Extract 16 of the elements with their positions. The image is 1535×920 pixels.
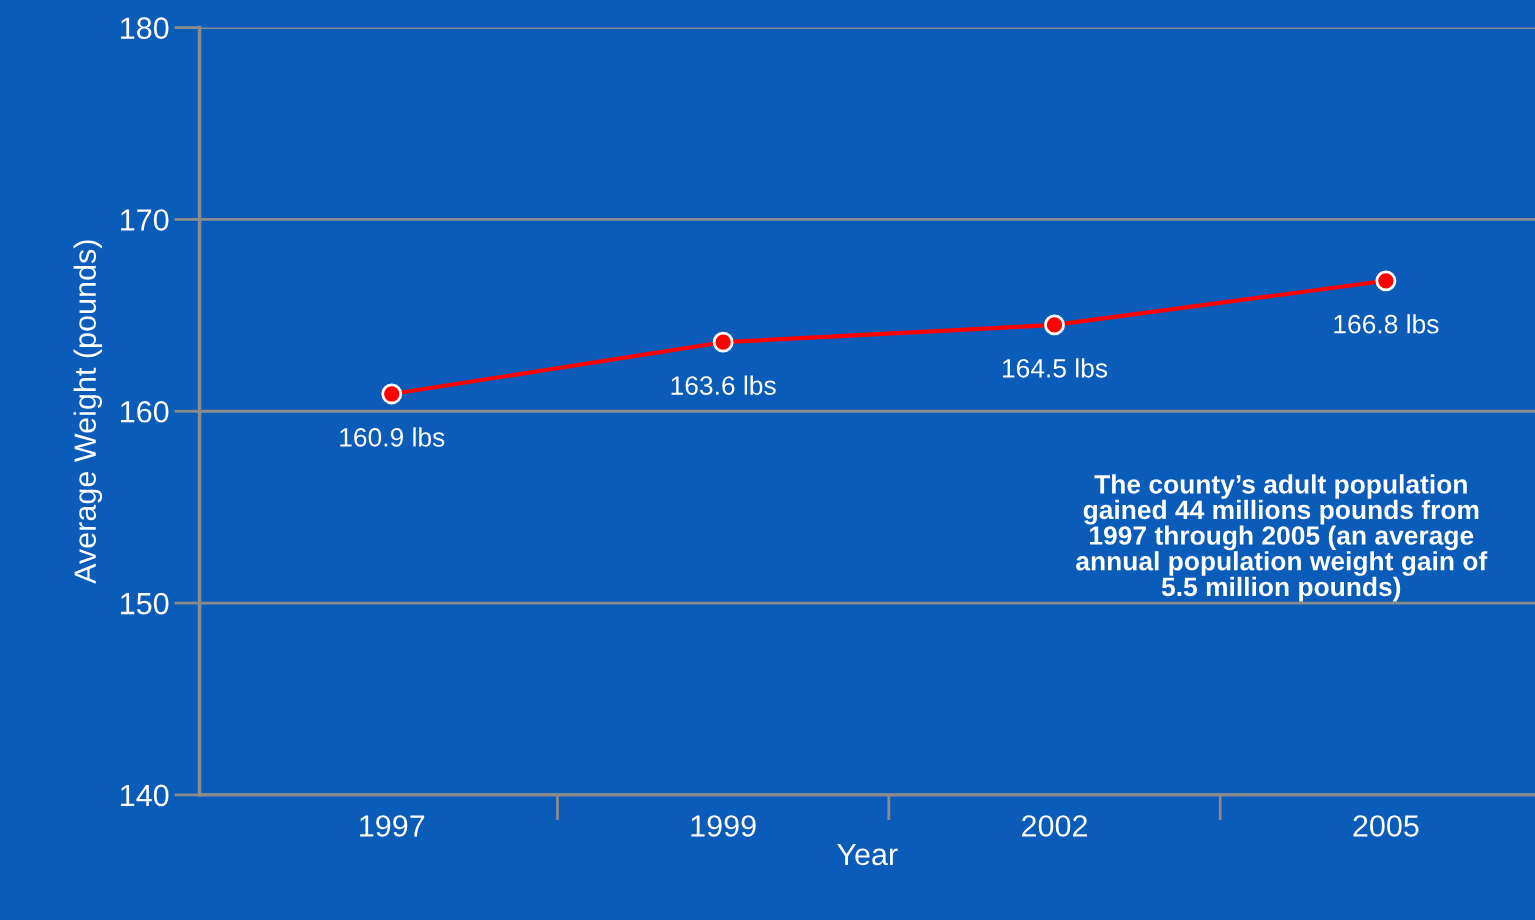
- y-tick-label: 180: [121, 17, 169, 39]
- x-tick-label: 1999: [691, 815, 756, 837]
- y-tick-label: 170: [121, 209, 169, 231]
- data-label: 163.6 lbs: [671, 375, 776, 395]
- data-label: 164.5 lbs: [1002, 358, 1108, 378]
- x-axis-title: Year: [837, 843, 898, 866]
- x-tick-label: 1997: [360, 815, 425, 837]
- y-tick-label: 140: [121, 784, 169, 807]
- y-tick-label: 150: [121, 592, 169, 615]
- y-axis-title: Average Weight (pounds): [73, 240, 103, 584]
- x-tick-label: 2005: [1353, 815, 1419, 837]
- data-label: 166.8 lbs: [1334, 314, 1439, 334]
- x-tick-label: 2002: [1022, 815, 1087, 837]
- y-tick-label: 160: [121, 400, 169, 423]
- data-label: 160.9 lbs: [340, 427, 445, 447]
- annotation: The county’s adult population gained 44 millions pounds from 1997 through 2005 (an average annual population weight gain of 5.5 million pounds): [1076, 474, 1488, 602]
